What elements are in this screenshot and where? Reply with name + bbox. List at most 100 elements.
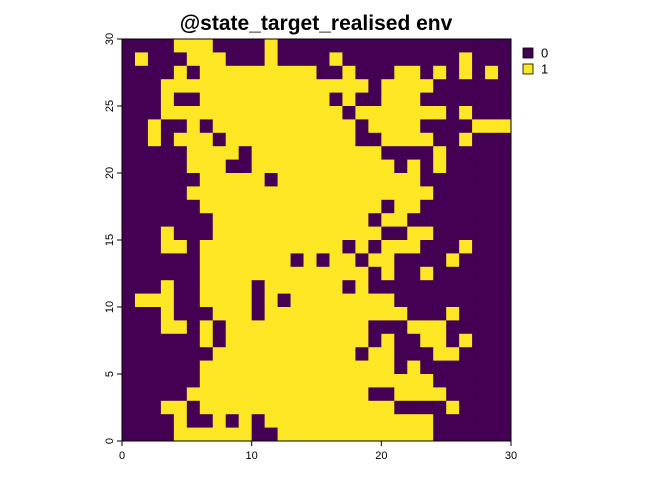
heatmap-cell	[290, 293, 304, 308]
heatmap-cell	[147, 52, 162, 67]
heatmap-cell	[290, 159, 304, 174]
heatmap-cell	[407, 347, 421, 361]
heatmap-cell	[264, 119, 278, 134]
heatmap-cell	[238, 226, 253, 241]
heatmap-cell	[407, 186, 421, 201]
heatmap-cell	[394, 320, 408, 335]
y-tick-label: 15	[104, 234, 116, 246]
heatmap-cell	[212, 333, 227, 348]
heatmap-cell	[381, 240, 395, 254]
heatmap-cell	[329, 65, 343, 80]
heatmap-cell	[277, 226, 291, 241]
heatmap-cell	[407, 159, 421, 174]
heatmap-cell	[186, 374, 201, 388]
heatmap-cell	[134, 92, 149, 107]
heatmap-cell	[329, 240, 343, 254]
heatmap-cell	[485, 280, 499, 294]
heatmap-cell	[238, 240, 253, 254]
heatmap-cell	[498, 132, 512, 147]
heatmap-cell	[381, 360, 395, 375]
heatmap-cell	[147, 92, 162, 107]
heatmap-cell	[251, 387, 265, 402]
heatmap-cell	[368, 159, 382, 174]
heatmap-cell	[303, 159, 317, 174]
heatmap-cell	[459, 387, 473, 402]
heatmap-cell	[407, 360, 421, 375]
heatmap-cell	[446, 253, 460, 268]
heatmap-cell	[264, 92, 278, 107]
heatmap-cell	[134, 253, 149, 268]
heatmap-cell	[381, 266, 395, 281]
heatmap-cell	[122, 119, 136, 134]
heatmap-cell	[122, 79, 136, 93]
heatmap-cell	[303, 347, 317, 361]
heatmap-cell	[459, 333, 473, 348]
heatmap-cell	[342, 347, 356, 361]
heatmap-cell	[485, 374, 499, 388]
heatmap-cell	[472, 226, 486, 241]
heatmap-cell	[122, 253, 136, 268]
heatmap-cell	[459, 79, 473, 93]
heatmap-cell	[225, 146, 240, 160]
heatmap-cell	[225, 159, 240, 174]
heatmap-cell	[238, 106, 253, 120]
heatmap-cell	[342, 374, 356, 388]
heatmap-cell	[173, 159, 188, 174]
heatmap-cell	[264, 79, 278, 93]
heatmap-cell	[368, 79, 382, 93]
heatmap-cell	[225, 374, 240, 388]
heatmap-cell	[446, 280, 460, 294]
heatmap-cell	[173, 266, 188, 281]
heatmap-cell	[225, 360, 240, 375]
heatmap-cell	[381, 320, 395, 335]
heatmap-cell	[394, 79, 408, 93]
heatmap-cell	[433, 374, 447, 388]
heatmap-cell	[355, 414, 369, 428]
heatmap-cell	[407, 253, 421, 268]
heatmap-cell	[433, 39, 447, 53]
heatmap-cell	[147, 106, 162, 120]
heatmap-cell	[368, 280, 382, 294]
heatmap-cell	[355, 92, 369, 107]
heatmap-cell	[303, 65, 317, 80]
heatmap-cell	[355, 52, 369, 67]
heatmap-cell	[134, 146, 149, 160]
heatmap-cell	[173, 280, 188, 294]
heatmap-cell	[459, 280, 473, 294]
heatmap-cell	[368, 106, 382, 120]
heatmap-cell	[446, 159, 460, 174]
heatmap-cell	[472, 320, 486, 335]
heatmap-cell	[472, 360, 486, 375]
heatmap-cell	[498, 159, 512, 174]
heatmap-cell	[407, 387, 421, 402]
heatmap-cell	[277, 79, 291, 93]
heatmap-cell	[342, 173, 356, 187]
heatmap-cell	[212, 119, 227, 134]
heatmap-cell	[407, 320, 421, 335]
heatmap-cell	[407, 400, 421, 415]
heatmap-cell	[277, 65, 291, 80]
heatmap-cell	[459, 400, 473, 415]
heatmap-cell	[147, 39, 162, 53]
heatmap-cell	[147, 293, 162, 308]
heatmap-cell	[472, 199, 486, 214]
heatmap-cell	[134, 39, 149, 53]
heatmap-cell	[290, 387, 304, 402]
heatmap-cell	[316, 226, 330, 241]
heatmap-cell	[433, 65, 447, 80]
heatmap-cell	[134, 173, 149, 187]
heatmap-cell	[355, 320, 369, 335]
heatmap-cell	[342, 79, 356, 93]
heatmap-cell	[277, 159, 291, 174]
heatmap-cell	[472, 106, 486, 120]
heatmap-cell	[446, 132, 460, 147]
heatmap-cell	[238, 186, 253, 201]
heatmap-cell	[212, 320, 227, 335]
heatmap-cell	[420, 360, 434, 375]
heatmap-cell	[446, 293, 460, 308]
heatmap-cell	[498, 360, 512, 375]
heatmap-cell	[485, 132, 499, 147]
heatmap-cell	[381, 52, 395, 67]
heatmap-cell	[264, 387, 278, 402]
heatmap-cell	[485, 400, 499, 415]
